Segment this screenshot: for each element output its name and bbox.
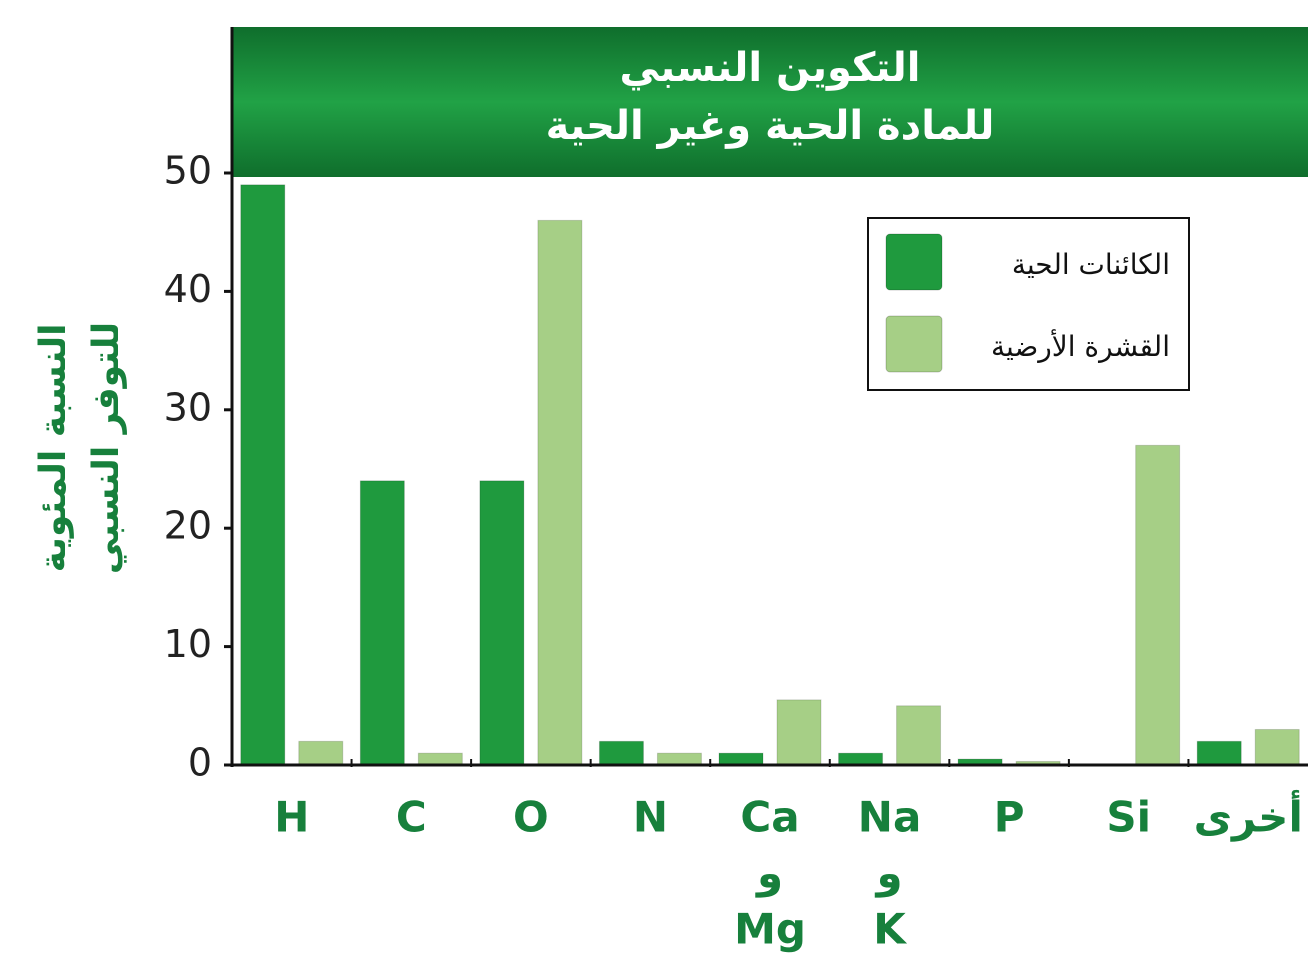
x-tick-label: و: [875, 849, 903, 899]
x-tick-label: Si: [1106, 793, 1151, 842]
bar: [656, 752, 702, 766]
chart-title: للمادة الحية وغير الحية: [546, 103, 995, 149]
y-tick-label: 10: [164, 622, 212, 666]
y-tick-label: 0: [188, 741, 212, 785]
legend-label: الكائنات الحية: [1012, 248, 1170, 281]
y-tick-label: 30: [164, 385, 212, 429]
legend-label: القشرة الأرضية: [991, 328, 1170, 363]
y-tick-label: 40: [164, 267, 212, 311]
bar: [359, 480, 405, 766]
title-box: [232, 27, 1308, 177]
bar: [240, 184, 286, 766]
y-tick-label: 20: [164, 504, 212, 548]
bar: [718, 752, 764, 766]
bar: [298, 740, 344, 766]
x-tick-label: و: [755, 849, 783, 899]
x-tick-label: P: [994, 793, 1025, 842]
bar: [417, 752, 463, 766]
bar: [1135, 444, 1181, 766]
y-tick-label: 50: [164, 149, 212, 193]
bar: [537, 219, 583, 766]
x-tick-label: أخرى: [1194, 790, 1303, 843]
x-tick-label: N: [633, 793, 668, 842]
y-axis-title: للتوفر النسبي: [86, 322, 127, 574]
bar: [776, 699, 822, 766]
chart-title: التكوين النسبي: [620, 45, 921, 91]
legend-swatch: [885, 233, 943, 291]
x-tick-label: O: [513, 793, 549, 842]
x-tick-label: Na: [858, 793, 922, 842]
bar: [896, 705, 942, 766]
x-tick-label: Ca: [740, 793, 799, 842]
legend-swatch: [885, 315, 943, 373]
x-tick-label: K: [873, 905, 907, 954]
x-tick-label: Mg: [734, 905, 806, 954]
bar: [1196, 740, 1242, 766]
bar: [1254, 728, 1300, 766]
bar: [598, 740, 644, 766]
x-tick-label: C: [396, 793, 427, 842]
bar: [479, 480, 525, 766]
bar: [838, 752, 884, 766]
x-tick-label: H: [274, 793, 309, 842]
y-axis-title: النسبة المئوية: [33, 324, 74, 573]
